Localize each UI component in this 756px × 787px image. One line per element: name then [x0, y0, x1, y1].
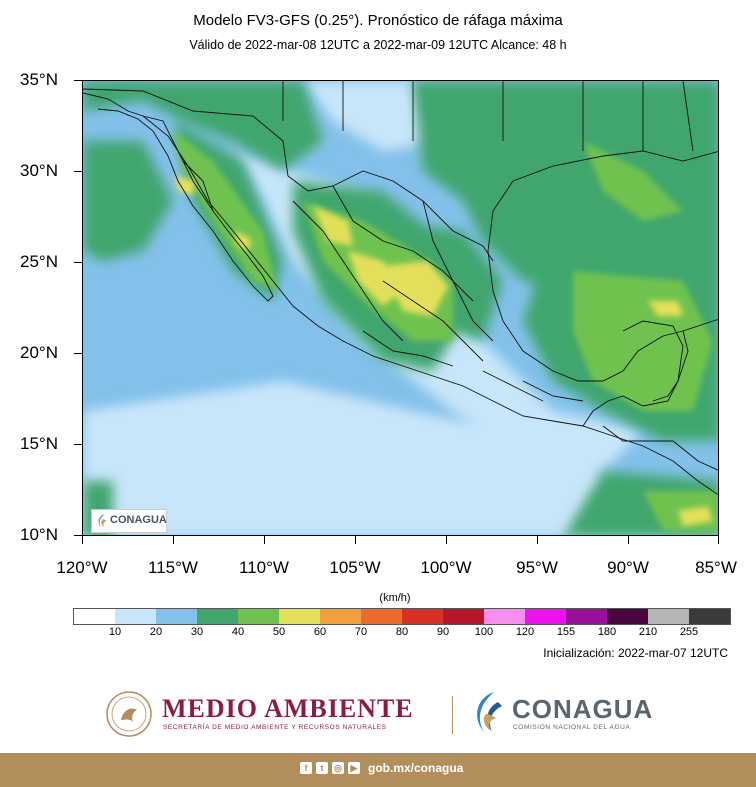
color-legend [73, 608, 731, 625]
lat-tick [74, 171, 82, 172]
lon-tick [628, 536, 629, 544]
forecast-map: CONAGUA [82, 80, 719, 536]
lon-tick [82, 536, 83, 544]
legend-label: 255 [679, 626, 699, 638]
legend-swatch [279, 609, 320, 624]
logo-divider [452, 696, 453, 734]
lat-tick [74, 80, 82, 81]
lon-label: 110°W [239, 558, 289, 577]
social-icons: f t ◎ ▶ [300, 762, 360, 774]
lat-label: 25°N [20, 252, 58, 271]
legend-label: 40 [231, 626, 245, 638]
lon-tick [264, 536, 265, 544]
lon-label: 100°W [420, 558, 472, 577]
legend-label: 155 [556, 626, 576, 638]
lat-tick [74, 444, 82, 445]
lat-tick [74, 262, 82, 263]
lat-label: 10°N [20, 525, 58, 544]
legend-label: 180 [597, 626, 617, 638]
legend-label: 50 [272, 626, 286, 638]
legend-swatch [115, 609, 156, 624]
instagram-icon[interactable]: ◎ [332, 762, 344, 774]
wind-gust-field [83, 81, 718, 535]
legend-label: 120 [515, 626, 535, 638]
legend-label: 30 [190, 626, 204, 638]
lat-label: 35°N [20, 70, 58, 89]
initialization-text: Inicialización: 2022-mar-07 12UTC [543, 646, 728, 660]
lat-label: 15°N [20, 434, 58, 453]
map-inset-logo-text: CONAGUA [110, 514, 167, 526]
footer-url-link[interactable]: gob.mx/conagua [368, 761, 464, 775]
legend-label: 20 [149, 626, 163, 638]
legend-swatch [525, 609, 566, 624]
map-inset-logo: CONAGUA [91, 509, 167, 533]
map-subtitle: Válido de 2022-mar-08 12UTC a 2022-mar-0… [189, 38, 567, 52]
facebook-icon[interactable]: f [300, 762, 312, 774]
medio-ambiente-subtitle: SECRETARÍA DE MEDIO AMBIENTE Y RECURSOS … [163, 724, 387, 731]
legend-swatch [689, 609, 730, 624]
lon-label: 105°W [329, 558, 381, 577]
lon-label: 85°W [695, 558, 737, 577]
legend-label: 60 [313, 626, 327, 638]
legend-unit: (km/h) [379, 592, 411, 604]
legend-swatch [566, 609, 607, 624]
legend-swatch [197, 609, 238, 624]
lon-tick [173, 536, 174, 544]
legend-swatch [156, 609, 197, 624]
legend-label: 100 [474, 626, 494, 638]
lon-tick [718, 536, 719, 544]
institutional-logos: MEDIO AMBIENTE SECRETARÍA DE MEDIO AMBIE… [0, 690, 756, 740]
legend-swatch [361, 609, 402, 624]
legend-swatch [74, 609, 115, 624]
lon-tick [446, 536, 447, 544]
map-title: Modelo FV3-GFS (0.25°). Pronóstico de rá… [193, 12, 563, 29]
lon-label: 120°W [56, 558, 108, 577]
lon-label: 90°W [607, 558, 649, 577]
legend-swatch [320, 609, 361, 624]
legend-swatch [484, 609, 525, 624]
legend-label: 210 [638, 626, 658, 638]
legend-label: 10 [108, 626, 122, 638]
lon-tick [355, 536, 356, 544]
legend-swatch [443, 609, 484, 624]
medio-ambiente-title: MEDIO AMBIENTE [162, 694, 414, 723]
legend-swatch [648, 609, 689, 624]
legend-label: 90 [436, 626, 450, 638]
legend-swatch [607, 609, 648, 624]
lat-label: 30°N [20, 161, 58, 180]
lat-tick [74, 535, 82, 536]
legend-label: 80 [395, 626, 409, 638]
conagua-subtitle: COMISIÓN NACIONAL DEL AGUA [513, 724, 631, 731]
lon-label: 95°W [516, 558, 558, 577]
mexico-seal-icon [106, 691, 152, 737]
twitter-icon[interactable]: t [316, 762, 328, 774]
lon-label: 115°W [148, 558, 198, 577]
conagua-logo-icon [477, 692, 502, 732]
youtube-icon[interactable]: ▶ [348, 762, 360, 774]
legend-label: 70 [354, 626, 368, 638]
footer-bar: f t ◎ ▶ gob.mx/conagua [0, 753, 756, 787]
legend-swatch [238, 609, 279, 624]
legend-swatch [402, 609, 443, 624]
lat-tick [74, 353, 82, 354]
lon-tick [537, 536, 538, 544]
conagua-title: CONAGUA [512, 694, 654, 724]
lat-label: 20°N [20, 343, 58, 362]
conagua-bird-icon [98, 514, 107, 527]
